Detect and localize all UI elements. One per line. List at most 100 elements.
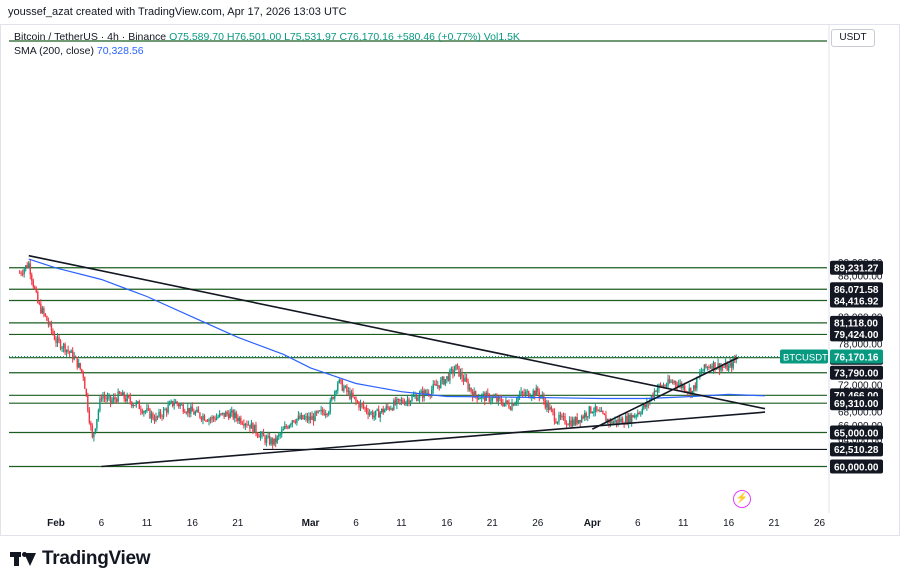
event-flag-icon[interactable]: ⚡ [733,490,751,508]
candle-body [34,286,36,289]
candle-body [314,411,316,422]
candle-body [167,405,169,413]
level-badge-label: 65,000.00 [834,428,879,439]
candle-body [482,393,484,395]
candle-body [74,356,77,358]
candle-body [273,438,275,445]
candle-body [661,385,663,387]
candle-body [70,350,72,353]
candle-body [588,406,590,417]
candle-body [23,269,25,274]
sma-200-line [28,258,766,400]
candle-body [20,272,22,274]
candle-body [390,408,392,410]
candle-body [217,416,219,418]
candle-body [337,382,339,391]
candle-body [150,413,153,419]
candle-body [361,403,363,405]
price-chart[interactable]: 90,000.0088,000.0082,000.0080,000.0078,0… [1,25,899,535]
candle-body [379,412,381,418]
candle-body [700,371,703,373]
currency-button[interactable]: USDT [831,29,875,47]
level-badge [830,315,883,330]
candle-body [161,416,163,418]
candle-body [493,397,495,399]
x-tick-label: Apr [584,518,601,529]
candle-body [224,412,227,417]
candle-body [346,385,348,392]
candle-body [18,272,21,274]
legend-sma-value: 70,328.56 [96,45,144,57]
candle-body [371,412,374,418]
level-badge [830,365,883,380]
candle-body [706,366,709,368]
tradingview-logo-text: TradingView [42,548,151,569]
candle-body [243,423,245,426]
candle-body [487,392,489,395]
candle-body [50,322,53,331]
candle-body [82,371,84,378]
candle-body [43,308,45,314]
candle-body [473,391,475,398]
candle-body [568,420,571,425]
candle-body [129,397,131,402]
candle-body [97,410,100,420]
candle-body [524,392,527,395]
candle-body [274,438,277,443]
candle-body [477,398,480,400]
tradingview-logo[interactable]: TradingView [10,548,151,570]
candle-body [188,407,191,414]
candle-body [282,429,284,431]
chart-frame: 90,000.0088,000.0082,000.0080,000.0078,0… [0,24,900,536]
candle-body [730,362,733,368]
candle-body [28,263,30,268]
level-badge [830,459,883,474]
candle-body [156,416,159,418]
candle-body [174,401,177,404]
candle-body [574,417,577,425]
candle-body [305,416,307,418]
candle-body [418,392,421,398]
candle-body [417,397,419,401]
candle-body [414,395,416,397]
candle-body [644,404,647,408]
candle-body [171,401,174,406]
level-badge-label: 60,000.00 [834,462,879,473]
legend-sma-label[interactable]: SMA (200, close) [14,45,94,57]
candle-body [215,417,218,420]
candle-body [191,406,194,412]
candle-body [532,390,534,397]
candle-body [476,395,478,400]
candle-body [111,400,113,403]
candle-body [271,438,274,445]
candle-body [471,391,474,398]
candle-body [143,411,145,414]
candle-body [132,405,134,407]
candle-body [590,406,592,413]
y-tick-label: 64,000.00 [838,435,883,446]
candle-body [78,363,80,368]
candle-body [212,416,215,419]
candle-body [712,362,715,370]
candle-body [338,379,341,383]
candle-body [112,397,115,401]
candle-body [382,408,384,413]
candle-body [278,434,280,437]
candle-body [729,362,731,367]
candle-body [547,402,550,410]
candle-body [409,400,412,404]
x-tick-label: 6 [99,518,105,529]
candle-body [564,416,566,424]
candle-body [373,415,375,418]
candle-body [276,436,278,443]
candle-body [444,379,447,385]
candle-body [556,421,559,424]
candle-body [503,403,506,406]
candle-body [247,424,250,426]
candle-body [255,424,257,434]
candle-body [197,409,200,413]
legend-sma-row: SMA (200, close) 70,328.56 [14,44,520,58]
candle-body [249,424,251,429]
candle-body [153,418,156,422]
legend-symbol[interactable]: Bitcoin / TetherUS · 4h · Binance [14,31,167,43]
